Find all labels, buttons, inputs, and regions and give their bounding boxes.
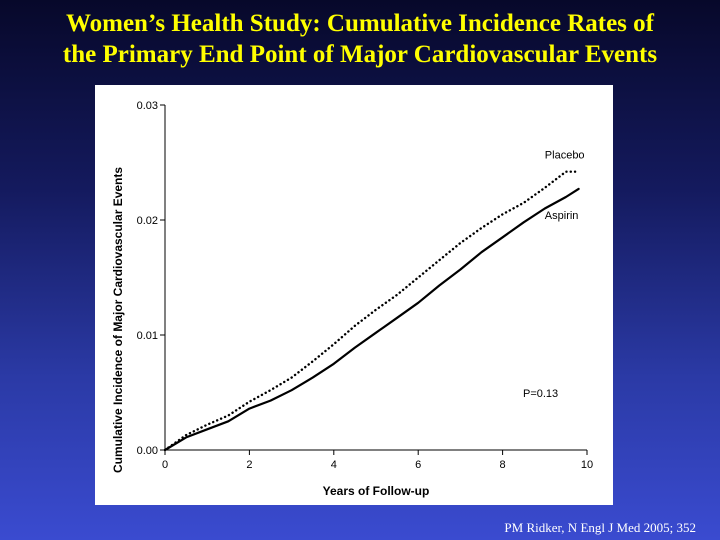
y-tick-label: 0.00 [137, 445, 158, 457]
aspirin-series-label: Aspirin [545, 210, 579, 222]
slide-title-line-1: Women’s Health Study: Cumulative Inciden… [66, 10, 654, 37]
citation: PM Ridker, N Engl J Med 2005; 352 [504, 520, 696, 535]
slide-title-line-2: the Primary End Point of Major Cardiovas… [62, 41, 658, 68]
x-tick-label: 4 [331, 459, 337, 471]
p-value-annotation: P=0.13 [523, 388, 558, 400]
placebo-series-line [163, 170, 580, 452]
incidence-chart: 0.00 0.01 0.02 0.03 0 2 4 6 8 10 Placebo Aspirin Y… [111, 100, 594, 498]
chart-panel: 0.00 0.01 0.02 0.03 0 2 4 6 8 10 Placebo Aspirin Y… [95, 85, 613, 505]
aspirin-series-line [163, 187, 580, 452]
slide-title: Women’s Health Study: Cumulative Inciden… [0, 8, 720, 70]
y-axis-label: Cumulative Incidence of Major Cardiovasc… [111, 167, 125, 473]
chart-axes: 0.00 0.01 0.02 0.03 0 2 4 6 8 10 [137, 100, 594, 471]
y-tick-label: 0.03 [137, 100, 158, 112]
x-tick-label: 6 [415, 459, 421, 471]
x-tick-label: 10 [581, 459, 593, 471]
x-axis-label: Years of Follow-up [323, 484, 430, 498]
x-tick-label: 8 [500, 459, 506, 471]
chart-series: Placebo Aspirin [163, 150, 585, 452]
placebo-series-label: Placebo [545, 150, 585, 162]
x-tick-label: 0 [162, 459, 168, 471]
x-tick-label: 2 [246, 459, 252, 471]
y-tick-label: 0.01 [137, 330, 158, 342]
y-tick-label: 0.02 [137, 215, 158, 227]
